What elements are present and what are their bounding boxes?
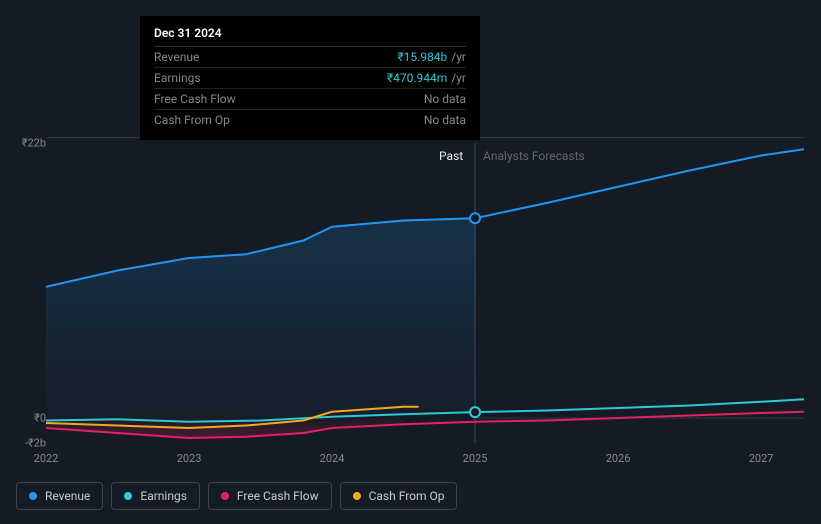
tooltip-row-value: No data bbox=[424, 92, 466, 106]
chart-tooltip: Dec 31 2024 Revenue ₹15.984b/yr Earnings ₹4… bbox=[140, 16, 480, 140]
legend-dot bbox=[124, 492, 132, 500]
series-marker bbox=[470, 213, 480, 223]
x-axis-label: 2023 bbox=[177, 452, 202, 465]
revenue-area bbox=[46, 218, 475, 422]
tooltip-row-label: Free Cash Flow bbox=[154, 92, 236, 106]
series-marker bbox=[470, 407, 480, 417]
x-axis-label: 2026 bbox=[606, 452, 631, 465]
y-axis-label: ₹0 bbox=[34, 412, 46, 425]
x-axis-label: 2024 bbox=[320, 452, 345, 465]
chart-plot[interactable] bbox=[46, 143, 804, 443]
tooltip-date: Dec 31 2024 bbox=[154, 26, 466, 47]
legend-item-revenue[interactable]: Revenue bbox=[16, 482, 103, 510]
tooltip-row-label: Earnings bbox=[154, 71, 201, 85]
x-axis-label: 2022 bbox=[34, 452, 59, 465]
legend-dot bbox=[221, 492, 229, 500]
tooltip-row-value: ₹15.984b/yr bbox=[397, 50, 466, 64]
legend-dot bbox=[29, 492, 37, 500]
legend-label: Earnings bbox=[140, 489, 187, 503]
legend-item-free-cash-flow[interactable]: Free Cash Flow bbox=[208, 482, 332, 510]
tooltip-row: Cash From Op No data bbox=[154, 110, 466, 130]
legend-dot bbox=[353, 492, 361, 500]
tooltip-row: Free Cash Flow No data bbox=[154, 89, 466, 110]
tooltip-row-value: No data bbox=[424, 113, 466, 127]
y-axis-label: -₹2b bbox=[25, 437, 46, 450]
legend: Revenue Earnings Free Cash Flow Cash From O… bbox=[16, 482, 457, 510]
x-axis-label: 2027 bbox=[749, 452, 774, 465]
legend-label: Revenue bbox=[45, 489, 90, 503]
tooltip-row-label: Revenue bbox=[154, 50, 199, 64]
y-axis-label: ₹22b bbox=[22, 137, 46, 150]
legend-label: Free Cash Flow bbox=[237, 489, 319, 503]
tooltip-row: Earnings ₹470.944m/yr bbox=[154, 68, 466, 89]
legend-label: Cash From Op bbox=[369, 489, 445, 503]
legend-item-earnings[interactable]: Earnings bbox=[111, 482, 200, 510]
chart-area: ₹22b₹0-₹2b Past Analysts Forecasts 20222… bbox=[16, 125, 804, 465]
tooltip-row: Revenue ₹15.984b/yr bbox=[154, 47, 466, 68]
tooltip-row-value: ₹470.944m/yr bbox=[387, 71, 466, 85]
tooltip-row-label: Cash From Op bbox=[154, 113, 230, 127]
x-axis-label: 2025 bbox=[463, 452, 488, 465]
legend-item-cash-from-op[interactable]: Cash From Op bbox=[340, 482, 458, 510]
